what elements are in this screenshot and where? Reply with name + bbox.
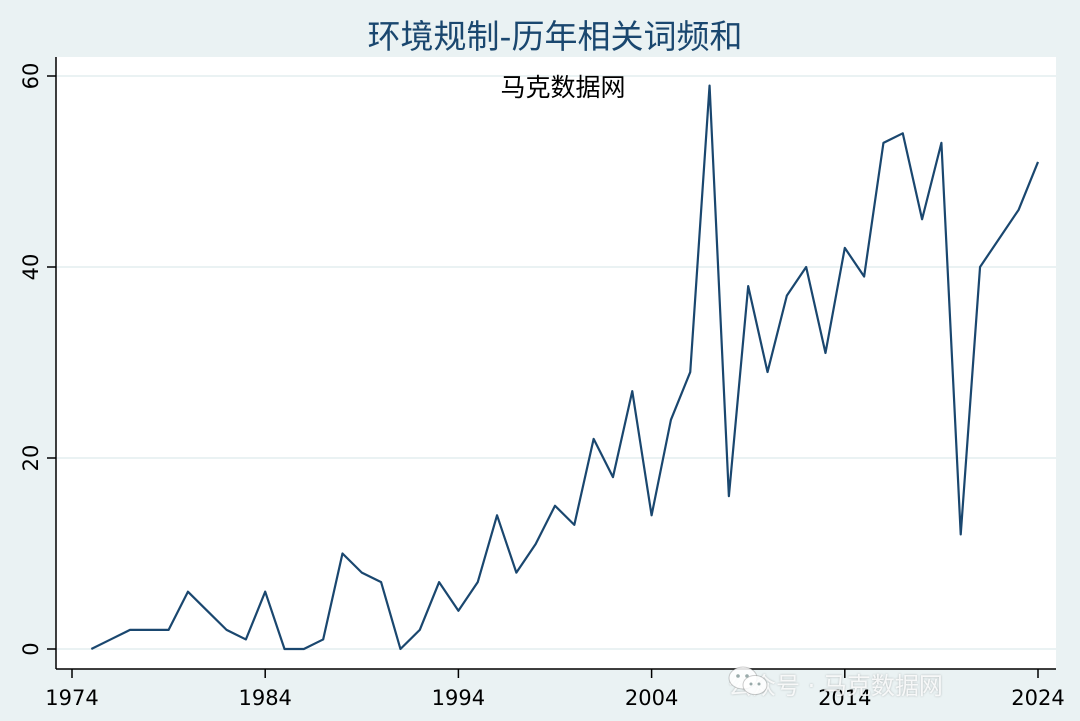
x-tick-label: 1974: [45, 686, 98, 710]
y-tick-label: 60: [19, 63, 43, 90]
grid-lines: [56, 75, 1056, 650]
x-tick-label: 2004: [625, 686, 678, 710]
plot-area: [56, 57, 1056, 669]
y-tick-label: 40: [19, 254, 43, 281]
series-line: [90, 84, 1040, 651]
watermark: 公众号 · 马克数据网: [728, 666, 943, 701]
y-ticks: 0 20 40 60: [19, 63, 56, 656]
y-tick-label: 20: [19, 445, 43, 472]
x-tick-label: 1994: [432, 686, 485, 710]
chart-annotation: 马克数据网: [500, 73, 625, 102]
x-tick-label: 2024: [1011, 686, 1064, 710]
chart-title: 环境规制-历年相关词频和: [367, 17, 743, 56]
x-ticks: 1974 1984 1994 2004 2014 2024: [45, 669, 1065, 710]
wechat-icon: [728, 666, 768, 695]
y-tick-label: 0: [19, 642, 43, 655]
x-tick-label: 1984: [238, 686, 291, 710]
x-tick-label: 2014: [818, 686, 871, 710]
